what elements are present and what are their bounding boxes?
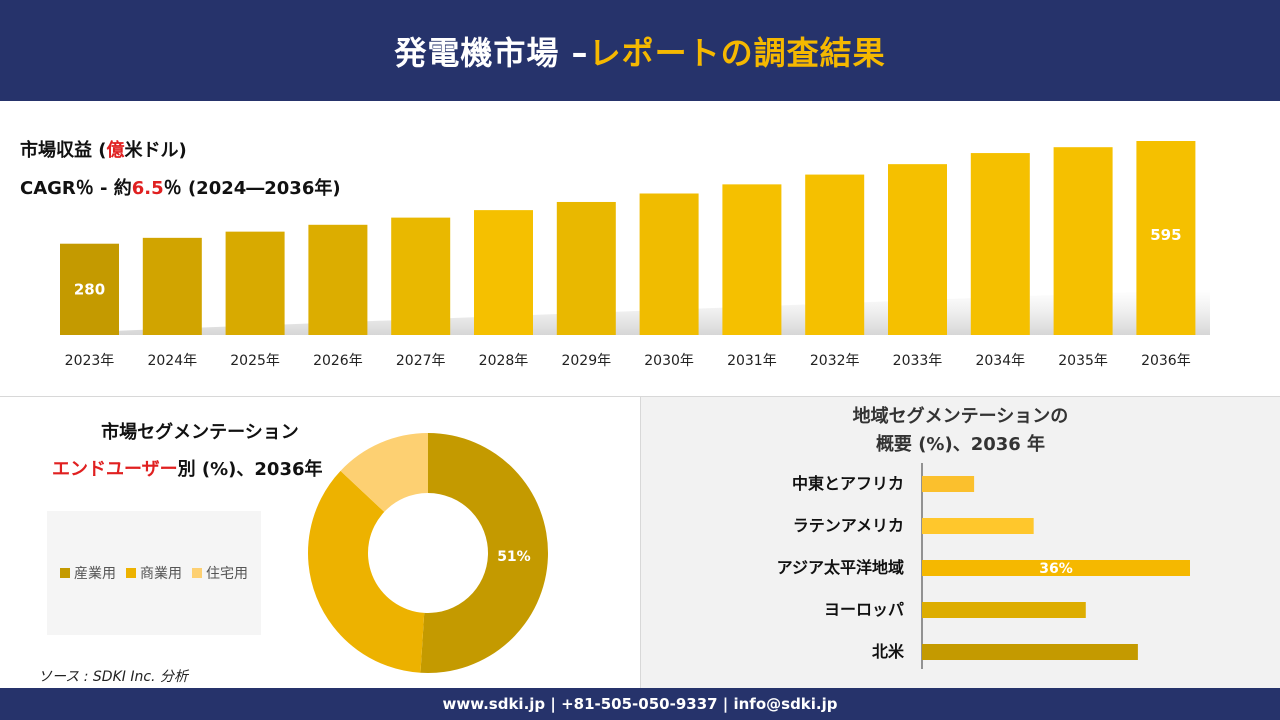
bar-data-label: 280 [74,280,105,298]
footer-bar: www.sdki.jp | +81-505-050-9337 | info@sd… [0,688,1280,720]
x-tick-label: 2026年 [313,353,363,369]
bar-8 [722,184,782,335]
region-bar-0 [922,476,975,492]
x-tick-label: 2024年 [147,353,197,369]
cagr-label: CAGR％ - 約6.5％ (2024―2036年) [20,178,341,199]
x-tick-label: 2025年 [230,353,280,369]
revenue-labels: 市場収益 (億米ドル) CAGR％ - 約6.5％ (2024―2036年) [20,136,341,204]
bar-9 [805,174,865,335]
donut-data-label: 51% [497,549,531,565]
segment-subtitle: エンドユーザー別 (%)、2036年 [52,459,323,480]
region-bar-1 [922,518,1034,534]
source-note: ソース : SDKI Inc. 分析 [38,669,188,685]
donut-legend: 産業用 商業用 住宅用 [47,511,261,635]
region-label: 中東とアフリカ [792,474,904,493]
region-bar-2 [922,560,1190,576]
x-tick-label: 2029年 [561,353,611,369]
region-bar-3 [922,602,1086,618]
contact-info: www.sdki.jp | +81-505-050-9337 | info@sd… [442,695,838,713]
x-tick-label: 2030年 [644,353,694,369]
page-title-accent: レポートの調査結果 [588,33,886,72]
enduser-donut-chart: 51% [308,433,548,673]
donut-slice-2 [340,433,428,512]
region-label: ラテンアメリカ [793,516,904,535]
bar-5 [474,210,533,335]
donut-slice-1 [308,470,425,673]
page-title: 発電機市場 – [394,33,589,72]
bar-7 [639,193,699,335]
region-label: 北米 [872,642,905,661]
legend-item-industrial: 産業用 [60,563,116,583]
legend-item-residential: 住宅用 [192,563,248,583]
bar-data-label: 595 [1150,226,1181,244]
region-title: 地域セグメンテーションの 概要 (%)、2036 年 [852,406,1069,455]
bar-1 [142,237,202,335]
x-tick-label: 2033年 [893,353,943,369]
vertical-divider [640,397,641,688]
x-tick-label: 2036年 [1141,353,1191,369]
bar-12 [1053,147,1113,335]
region-label: ヨーロッパ [824,600,904,619]
region-panel: 地域セグメンテーションの 概要 (%)、2036 年 中東とアフリカ ラテンアメリ… [641,397,1280,688]
legend-item-commercial: 商業用 [126,563,182,583]
section-divider [0,396,1280,397]
bar-13 [1136,141,1196,335]
x-tick-label: 2032年 [810,353,860,369]
region-bar-4 [922,644,1138,660]
x-tick-label: 2034年 [975,353,1025,369]
bar-4 [391,217,451,335]
x-tick-label: 2031年 [727,353,777,369]
segment-title: 市場セグメンテーション [101,422,299,443]
x-tick-label: 2023年 [65,353,115,369]
x-tick-label: 2027年 [396,353,446,369]
bar-0 [60,243,119,335]
bar-2 [225,231,285,335]
bar-6 [556,201,616,335]
bar-10 [888,164,947,335]
header-banner: 発電機市場 – レポートの調査結果 [0,0,1280,101]
region-label: アジア太平洋地域 [777,558,904,577]
x-tick-label: 2028年 [479,353,529,369]
bar-3 [308,224,368,335]
bar-11 [970,153,1030,335]
revenue-label: 市場収益 (億米ドル) [20,140,187,161]
donut-slice-0 [420,433,548,673]
revenue-bar-chart: 2023年 280 2024年 2025年 2026年 2027年 2028年 2029年 20… [60,141,1210,369]
x-tick-label: 2035年 [1058,353,1108,369]
region-data-label: 36% [1039,561,1073,577]
